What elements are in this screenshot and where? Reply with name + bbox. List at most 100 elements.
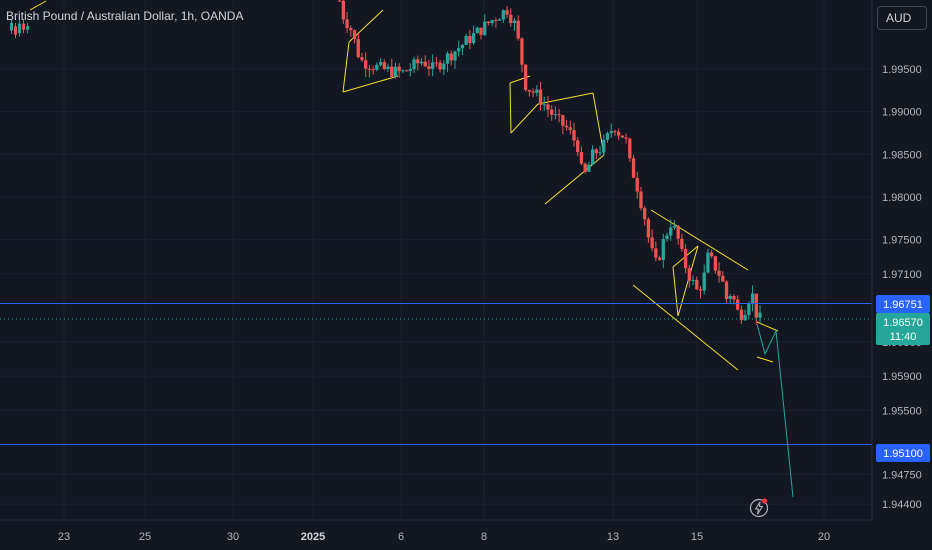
candle-body (747, 303, 751, 316)
candle-body (371, 69, 375, 71)
candle-body (360, 57, 364, 61)
candle-body (683, 248, 688, 269)
candle-body (691, 279, 695, 281)
candle-body (635, 177, 639, 192)
candle-body (431, 62, 435, 69)
candle-body (367, 68, 372, 70)
candle-body (386, 66, 390, 69)
pattern-trendlines[interactable] (29, 0, 779, 371)
candle-body (483, 21, 487, 35)
pattern-trendline[interactable] (509, 82, 512, 134)
candle-body (680, 238, 684, 249)
candle-body (26, 26, 29, 30)
candle-body (631, 158, 636, 178)
candle-body (579, 152, 584, 164)
candle-body (345, 19, 349, 29)
pattern-trendline[interactable] (650, 209, 749, 271)
candle-body (695, 279, 699, 290)
candle-body (557, 114, 561, 116)
time-tick-label: 30 (227, 531, 239, 543)
candle-body (438, 62, 442, 70)
pattern-trendline[interactable] (756, 356, 774, 363)
candle-body (14, 26, 17, 35)
horizontal-levels[interactable] (0, 303, 872, 445)
candle-body (713, 256, 718, 271)
pattern-trendline[interactable] (677, 245, 699, 317)
current-price-tag (876, 313, 930, 345)
time-tick-label: 25 (139, 531, 151, 543)
candle-body (717, 270, 721, 276)
candle-body (587, 164, 591, 172)
candle-body (750, 293, 755, 304)
candle-body (553, 114, 558, 116)
candle-body (550, 109, 554, 115)
candle-series (10, 0, 762, 325)
candle-body (453, 51, 457, 61)
currency-selector-button[interactable]: AUD (877, 6, 927, 30)
candle-body (390, 66, 394, 77)
grid-lines (0, 0, 872, 520)
candle-body (486, 21, 491, 24)
candle-body (620, 135, 625, 138)
candle-body (617, 131, 621, 136)
candle-body (490, 20, 494, 24)
upper-level-tag (876, 295, 930, 313)
pattern-trendline[interactable] (537, 92, 594, 105)
candle-body (464, 36, 468, 45)
candle-body (654, 248, 658, 258)
candle-body (605, 133, 610, 140)
candle-body (509, 14, 513, 24)
pattern-trendline[interactable] (632, 284, 739, 371)
candle-body (613, 131, 617, 133)
candle-body (18, 23, 21, 34)
candle-body (583, 163, 587, 172)
pattern-trendline[interactable] (672, 266, 679, 317)
bar-countdown-label: 11:40 (890, 331, 917, 343)
time-axis-labels[interactable]: 23 25 30 2025 6 8 13 15 20 (58, 531, 830, 543)
candle-body (22, 23, 25, 30)
pattern-trendline[interactable] (342, 75, 399, 93)
candle-body (672, 226, 677, 228)
candle-body (542, 104, 546, 106)
candle-body (721, 275, 725, 282)
candle-body (535, 89, 539, 93)
candle-body (706, 252, 710, 273)
projection-line[interactable] (756, 323, 794, 498)
candle-body (624, 137, 628, 139)
candle-body (401, 70, 405, 72)
candle-body (497, 19, 502, 21)
candle-body (602, 139, 606, 153)
candle-body (527, 89, 532, 92)
candle-body (590, 149, 595, 165)
candle-body (475, 27, 479, 34)
candle-body (687, 268, 691, 281)
candle-body (524, 64, 528, 90)
candle-body (702, 272, 706, 291)
price-tick-label: 1.99500 (882, 64, 922, 76)
candle-body (349, 28, 353, 31)
candle-body (743, 315, 747, 321)
candle-body (732, 296, 736, 300)
candle-body (650, 237, 654, 249)
candle-body (665, 235, 669, 239)
candle-body (397, 66, 401, 72)
pattern-trendline[interactable] (510, 103, 539, 134)
candle-body (594, 149, 598, 154)
lightning-alert-icon[interactable] (749, 498, 769, 518)
candle-body (445, 53, 450, 64)
candle-body (561, 115, 565, 126)
candle-body (657, 257, 662, 260)
candle-body (564, 125, 569, 128)
candle-body (598, 152, 602, 154)
pattern-trendline[interactable] (342, 41, 350, 93)
price-tick-label: 1.98500 (882, 149, 922, 161)
pattern-trendline[interactable] (29, 0, 47, 11)
price-tick-label: 1.97100 (882, 269, 922, 281)
candle-body (468, 36, 472, 44)
time-tick-label: 8 (481, 531, 487, 543)
candle-body (375, 64, 379, 70)
candle-body (698, 289, 703, 291)
candle-body (471, 33, 476, 44)
candle-body (639, 191, 643, 209)
